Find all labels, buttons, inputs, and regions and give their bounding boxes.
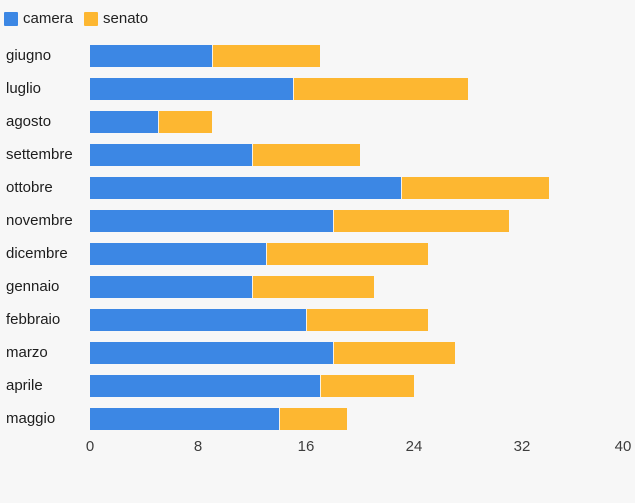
chart-row: aprile (0, 375, 635, 408)
legend-item-senato[interactable]: senato (84, 11, 148, 27)
chart-row: settembre (0, 144, 635, 177)
bar-segment-camera (90, 45, 212, 67)
senato-swatch-icon (84, 12, 99, 26)
category-label: agosto (6, 113, 52, 130)
bar-track (90, 45, 320, 67)
chart-row: febbraio (0, 309, 635, 342)
x-tick-label: 24 (405, 438, 423, 455)
bar-track (90, 309, 428, 331)
chart-row: novembre (0, 210, 635, 243)
chart-row: maggio (0, 408, 635, 441)
bar-segment-camera (90, 111, 158, 133)
bar-segment-camera (90, 78, 293, 100)
bar-track (90, 177, 549, 199)
bar-segment-senato (252, 276, 374, 298)
chart-row: gennaio (0, 276, 635, 309)
x-tick-label: 16 (297, 438, 315, 455)
bar-segment-senato (333, 342, 455, 364)
category-label: febbraio (6, 311, 61, 328)
chart-row: agosto (0, 111, 635, 144)
bar-track (90, 276, 374, 298)
category-label: aprile (6, 377, 43, 394)
camera-swatch-icon (4, 12, 18, 26)
bar-segment-camera (90, 342, 333, 364)
bar-segment-camera (90, 144, 252, 166)
bar-segment-senato (333, 210, 509, 232)
chart-row: dicembre (0, 243, 635, 276)
bar-track (90, 375, 414, 397)
bar-segment-camera (90, 276, 252, 298)
bar-segment-camera (90, 243, 266, 265)
bar-track (90, 408, 347, 430)
x-tick-label: 32 (513, 438, 531, 455)
x-tick-label: 40 (614, 438, 632, 455)
bar-segment-camera (90, 210, 333, 232)
bar-segment-senato (265, 243, 428, 265)
legend-item-camera[interactable]: camera (4, 11, 73, 27)
category-label: novembre (6, 212, 73, 229)
legend-label-senato: senato (103, 10, 149, 27)
chart-row: ottobre (0, 177, 635, 210)
bar-segment-senato (157, 111, 212, 133)
bar-track (90, 78, 468, 100)
category-label: dicembre (6, 245, 68, 262)
chart-row: giugno (0, 45, 635, 78)
bar-segment-senato (292, 78, 468, 100)
category-label: luglio (6, 80, 42, 97)
bar-segment-camera (90, 177, 401, 199)
bar-segment-senato (400, 177, 549, 199)
category-label: giugno (6, 47, 52, 64)
bar-segment-senato (211, 45, 320, 67)
bar-track (90, 111, 212, 133)
category-label: ottobre (6, 179, 53, 196)
chart-legend: camera senato (4, 11, 148, 27)
category-label: settembre (6, 146, 73, 163)
x-axis: 0 8 16 24 32 40 (0, 439, 635, 457)
bar-track (90, 144, 360, 166)
bar-segment-camera (90, 375, 320, 397)
x-tick-label: 0 (85, 438, 95, 455)
category-label: gennaio (6, 278, 60, 295)
bar-rows: giugno luglio agosto settembre ottobre novemb… (0, 45, 635, 441)
bar-segment-camera (90, 309, 306, 331)
bar-track (90, 210, 509, 232)
category-label: maggio (6, 410, 56, 427)
legend-label-camera: camera (23, 10, 74, 27)
category-label: marzo (6, 344, 48, 361)
bar-segment-senato (319, 375, 414, 397)
bar-segment-senato (306, 309, 428, 331)
chart-row: luglio (0, 78, 635, 111)
bar-segment-senato (252, 144, 360, 166)
bar-track (90, 243, 428, 265)
bar-track (90, 342, 455, 364)
bar-segment-camera (90, 408, 279, 430)
x-tick-label: 8 (193, 438, 203, 455)
bar-segment-senato (279, 408, 347, 430)
chart-row: marzo (0, 342, 635, 375)
